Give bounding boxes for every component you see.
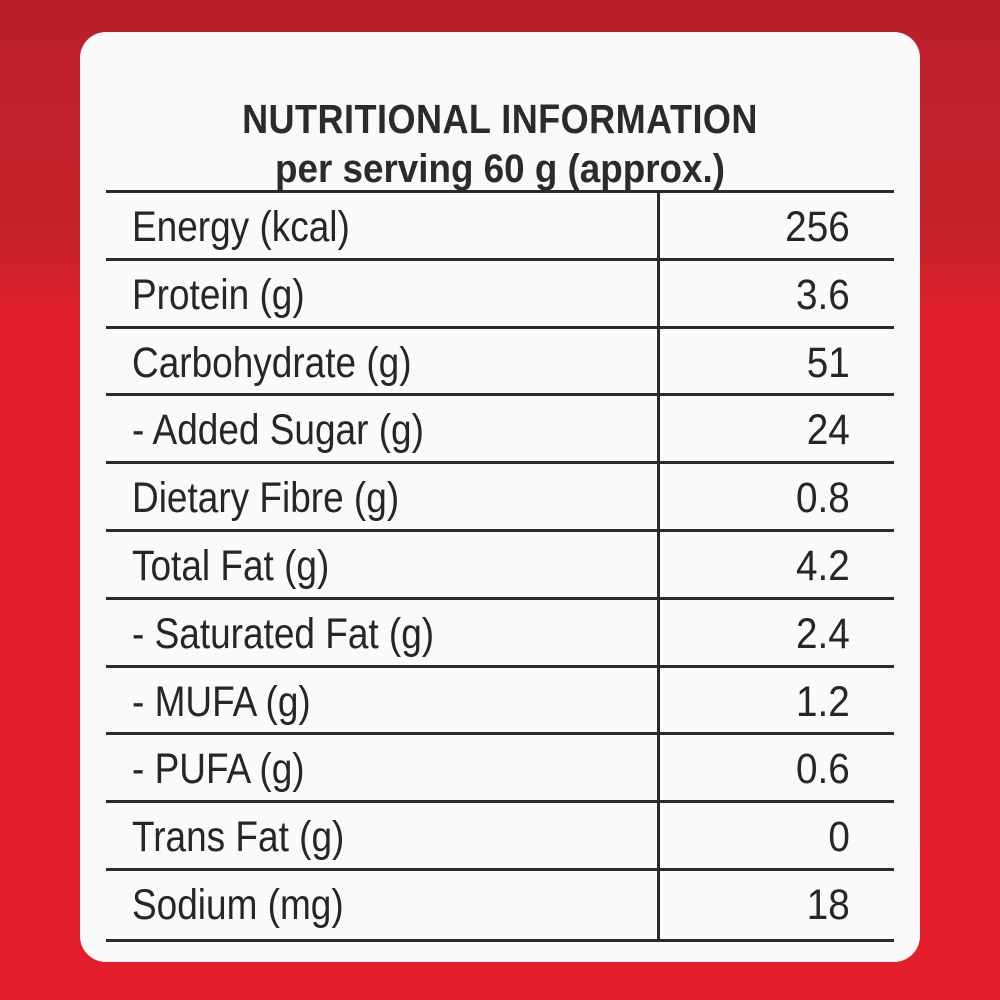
table-row: Energy (kcal) 256: [106, 193, 894, 261]
nutrient-name: Energy (kcal): [132, 203, 350, 251]
nutrient-name: - PUFA (g): [132, 745, 305, 794]
table-row: Protein (g) 3.6: [106, 261, 894, 329]
nutrient-value: 0.6: [796, 745, 850, 794]
nutrition-label-panel: NUTRITIONAL INFORMATION per serving 60 g…: [80, 32, 920, 962]
table-row: Dietary Fibre (g) 0.8: [106, 464, 894, 532]
nutrient-value: 256: [785, 203, 850, 251]
table-row: Sodium (mg) 18: [106, 871, 894, 939]
nutrition-table: Energy (kcal) 256 Protein (g) 3.6 Carboh…: [106, 190, 894, 942]
table-row: - MUFA (g) 1.2: [106, 668, 894, 736]
table-row: - PUFA (g) 0.6: [106, 735, 894, 804]
nutrient-value: 3.6: [796, 270, 850, 319]
serving-size: per serving 60 g (approx.): [275, 147, 725, 191]
nutrient-name: Sodium (mg): [132, 881, 344, 929]
nutrient-name: Carbohydrate (g): [132, 338, 412, 387]
nutrient-value: 18: [806, 881, 850, 929]
nutrient-name: - Added Sugar (g): [132, 406, 424, 455]
nutrient-name: Total Fat (g): [132, 542, 330, 590]
table-row: Trans Fat (g) 0: [106, 803, 894, 871]
nutrient-name: Protein (g): [132, 270, 305, 319]
nutrient-name: Dietary Fibre (g): [132, 474, 400, 523]
table-row: - Added Sugar (g) 24: [106, 396, 894, 465]
nutrient-value: 0.8: [796, 474, 850, 523]
nutrition-header: NUTRITIONAL INFORMATION per serving 60 g…: [80, 32, 920, 191]
nutrient-name: - Saturated Fat (g): [132, 609, 435, 658]
table-row: - Saturated Fat (g) 2.4: [106, 600, 894, 668]
table-row: Carbohydrate (g) 51: [106, 329, 894, 397]
nutrient-value: 51: [806, 338, 850, 387]
table-row: Total Fat (g) 4.2: [106, 532, 894, 600]
nutrient-name: Trans Fat (g): [132, 813, 345, 862]
nutrient-value: 4.2: [796, 542, 850, 590]
nutrient-value: 2.4: [796, 609, 850, 658]
nutrient-value: 1.2: [796, 677, 850, 726]
nutrition-title: NUTRITIONAL INFORMATION: [242, 96, 758, 142]
nutrient-value: 0: [828, 813, 850, 862]
nutrient-value: 24: [806, 406, 850, 455]
column-divider: [657, 193, 660, 939]
nutrient-name: - MUFA (g): [132, 677, 311, 726]
